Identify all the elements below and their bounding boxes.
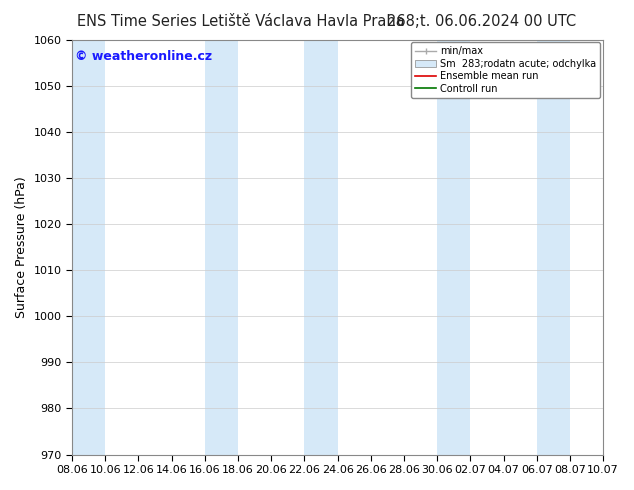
Bar (537, 40, 570, 455)
Y-axis label: Surface Pressure (hPa): Surface Pressure (hPa) (15, 176, 28, 318)
Text: © weatheronline.cz: © weatheronline.cz (75, 50, 212, 63)
Bar (437, 40, 470, 455)
Text: ENS Time Series Letiště Václava Havla Praha: ENS Time Series Letiště Václava Havla Pr… (77, 14, 404, 29)
Legend: min/max, Sm  283;rodatn acute; odchylka, Ensemble mean run, Controll run: min/max, Sm 283;rodatn acute; odchylka, … (411, 43, 600, 98)
Bar (304, 40, 338, 455)
Text: 268;t. 06.06.2024 00 UTC: 268;t. 06.06.2024 00 UTC (387, 14, 576, 29)
Bar (72, 40, 105, 455)
Bar (205, 40, 238, 455)
